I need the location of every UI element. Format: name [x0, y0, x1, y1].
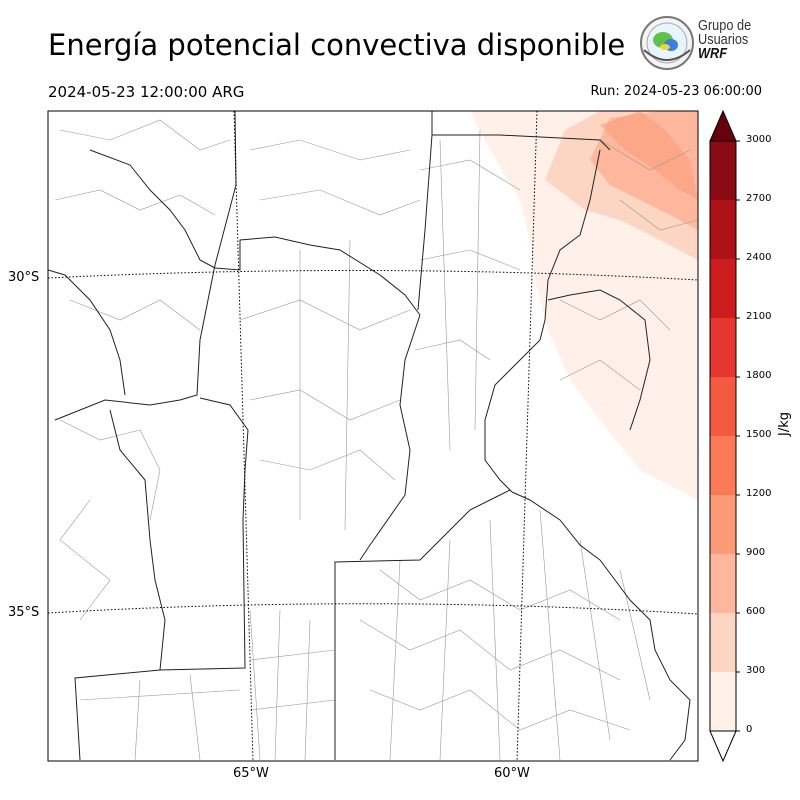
globe-logo-icon: [640, 16, 694, 70]
colorbar-tick-label: 0: [746, 724, 753, 735]
map-title: Energía potencial convectiva disponible: [48, 28, 626, 62]
colorbar-tick-label: 1500: [746, 429, 772, 440]
colorbar-tick-label: 900: [746, 547, 766, 558]
wrf-group-logo: Grupo de Usuarios WRF: [638, 14, 763, 74]
colorbar-bin: [710, 259, 736, 318]
colorbar-tick-label: 600: [746, 606, 766, 617]
colorbar-tick-label: 3000: [746, 134, 772, 145]
valid-time: 2024-05-23 12:00:00 ARG: [48, 83, 245, 101]
colorbar-tick-label: 300: [746, 665, 766, 676]
lat-label-35s: 35°S: [8, 605, 40, 620]
colorbar-bin: [710, 318, 736, 377]
map-frame: [47, 110, 699, 762]
colorbar-unit: J/kg: [777, 412, 792, 436]
run-time: Run: 2024-05-23 06:00:00: [590, 84, 762, 99]
colorbar-bin: [710, 554, 736, 613]
colorbar-tick-label: 1800: [746, 370, 772, 381]
department-boundaries: [54, 119, 698, 761]
colorbar-tick-label: 1200: [746, 488, 772, 499]
colorbar-bin: [710, 141, 736, 200]
lon-label-60w: 60°W: [494, 766, 530, 781]
lon-label-65w: 65°W: [233, 766, 269, 781]
colorbar-bin: [710, 200, 736, 259]
colorbar-extend-max: [709, 109, 737, 142]
colorbar-tick-label: 2100: [746, 311, 772, 322]
colorbar-bin: [710, 613, 736, 672]
cape-shading: [470, 111, 698, 500]
lat-label-30s: 30°S: [8, 270, 40, 285]
colorbar-bin: [710, 495, 736, 554]
colorbar-bin: [710, 377, 736, 436]
logo-text: Grupo de Usuarios WRF: [698, 17, 752, 62]
colorbar-bin: [710, 436, 736, 495]
province-boundaries: [48, 111, 691, 761]
colorbar: [709, 109, 740, 763]
colorbar-tick-label: 2700: [746, 193, 772, 204]
colorbar-bin: [710, 672, 736, 731]
graticule: [48, 111, 698, 761]
colorbar-tick-label: 2400: [746, 252, 772, 263]
colorbar-extend-min: [709, 730, 737, 763]
